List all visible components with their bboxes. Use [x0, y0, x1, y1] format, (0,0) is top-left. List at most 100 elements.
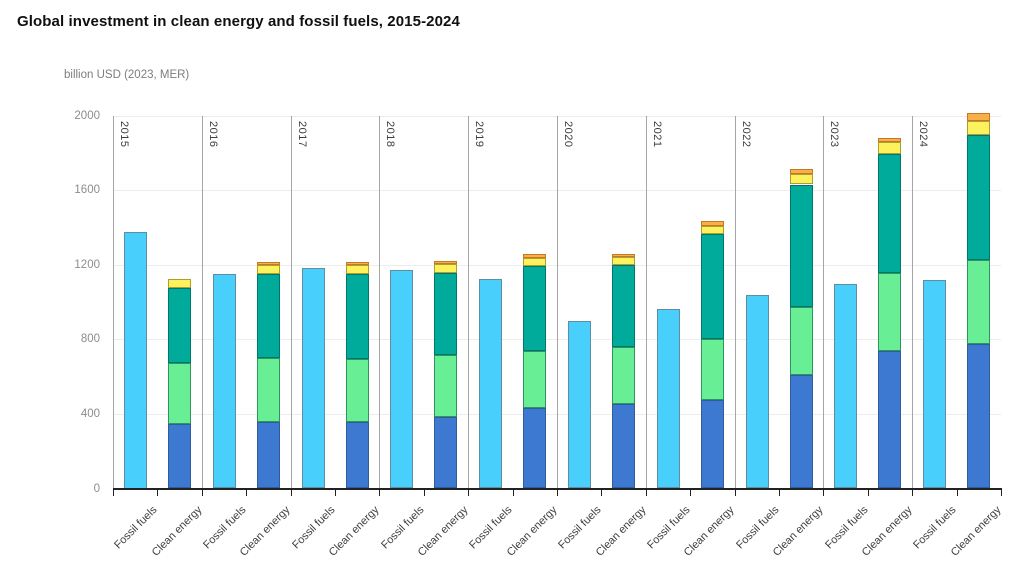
year-separator-2019 [468, 115, 470, 489]
bar-clean-energy-segment-green-2017[interactable] [345, 358, 369, 423]
bar-clean-energy-segment-blue-2024[interactable] [967, 344, 991, 489]
x-tick [157, 490, 159, 496]
bar-clean-energy-segment-orange-2018[interactable] [434, 260, 458, 265]
year-separator-2018 [379, 115, 381, 489]
x-tick [113, 490, 114, 496]
y-tick-label-0: 0 [93, 482, 100, 495]
bar-clean-energy-segment-orange-2017[interactable] [345, 261, 369, 265]
bar-fossil-fuels-2020[interactable] [568, 320, 591, 489]
bar-clean-energy-segment-teal-2019[interactable] [523, 265, 547, 351]
x-tick [779, 490, 780, 496]
x-tick [335, 490, 336, 496]
y-axis-unit-label: billion USD (2023, MER) [64, 69, 190, 81]
bar-fossil-fuels-2019[interactable] [479, 278, 503, 489]
year-separator-2020 [557, 115, 558, 489]
bar-clean-energy-segment-blue-2017[interactable] [345, 422, 369, 489]
bar-clean-energy-segment-blue-2019[interactable] [523, 408, 547, 489]
bar-clean-energy-segment-teal-2020[interactable] [612, 264, 635, 347]
bar-clean-energy-segment-orange-2021[interactable] [700, 221, 724, 227]
y-tick-label-1200: 1200 [74, 258, 100, 271]
bar-fossil-fuels-2018[interactable] [390, 270, 414, 489]
bar-clean-energy-segment-green-2020[interactable] [612, 346, 635, 405]
bar-clean-energy-segment-orange-2016[interactable] [256, 262, 280, 265]
x-tick [645, 490, 647, 496]
x-tick [557, 490, 558, 496]
bar-clean-energy-segment-blue-2015[interactable] [168, 424, 191, 489]
bar-clean-energy-segment-green-2019[interactable] [523, 350, 547, 409]
bar-clean-energy-segment-teal-2024[interactable] [967, 135, 991, 261]
bar-fossil-fuels-2023[interactable] [834, 283, 858, 489]
bar-clean-energy-segment-blue-2022[interactable] [789, 375, 813, 489]
year-label-2018: 2018 [384, 120, 397, 147]
bar-clean-energy-segment-orange-2023[interactable] [878, 137, 902, 143]
x-tick [734, 490, 736, 496]
year-label-2016: 2016 [206, 120, 219, 147]
bar-clean-energy-segment-yellow-2018[interactable] [434, 264, 458, 273]
bar-clean-energy-segment-green-2015[interactable] [168, 362, 191, 425]
bar-clean-energy-segment-teal-2023[interactable] [878, 153, 902, 273]
year-separator-2016 [201, 115, 203, 489]
bar-fossil-fuels-2015[interactable] [124, 232, 147, 489]
bar-clean-energy-segment-blue-2018[interactable] [434, 417, 458, 489]
bar-fossil-fuels-2024[interactable] [923, 280, 947, 489]
chart-title: Global investment in clean energy and fo… [17, 13, 460, 30]
y-tick-label-400: 400 [80, 407, 100, 420]
bar-clean-energy-segment-yellow-2023[interactable] [878, 142, 902, 154]
bar-clean-energy-segment-blue-2021[interactable] [700, 400, 724, 489]
bar-clean-energy-segment-green-2024[interactable] [967, 260, 991, 345]
bar-clean-energy-segment-green-2023[interactable] [878, 272, 902, 351]
bar-clean-energy-segment-blue-2016[interactable] [256, 422, 280, 489]
bar-clean-energy-segment-green-2018[interactable] [434, 355, 458, 418]
bar-clean-energy-segment-yellow-2017[interactable] [345, 264, 369, 275]
bar-fossil-fuels-2021[interactable] [656, 308, 680, 489]
bar-clean-energy-segment-yellow-2016[interactable] [256, 264, 280, 274]
bar-clean-energy-segment-green-2021[interactable] [700, 339, 724, 401]
year-separator-2024 [912, 115, 914, 489]
bar-clean-energy-segment-orange-2020[interactable] [612, 253, 635, 257]
year-separator-2022 [734, 115, 736, 489]
year-separator-2015 [113, 115, 114, 489]
bar-clean-energy-segment-orange-2024[interactable] [967, 113, 991, 121]
bar-clean-energy-segment-teal-2017[interactable] [345, 274, 369, 359]
y-tick-label-800: 800 [80, 333, 100, 346]
year-label-2024: 2024 [917, 120, 930, 147]
x-tick [512, 490, 514, 496]
x-tick [201, 490, 203, 496]
bar-clean-energy-segment-blue-2020[interactable] [612, 404, 635, 489]
bar-clean-energy-segment-teal-2015[interactable] [168, 288, 191, 363]
year-label-2022: 2022 [739, 120, 752, 147]
bar-clean-energy-segment-yellow-2024[interactable] [967, 120, 991, 136]
bar-clean-energy-segment-blue-2023[interactable] [878, 350, 902, 489]
bar-clean-energy-segment-yellow-2022[interactable] [789, 173, 813, 185]
year-label-2023: 2023 [828, 120, 841, 147]
y-tick-label-1600: 1600 [74, 184, 100, 197]
x-tick [690, 490, 692, 496]
bar-fossil-fuels-2022[interactable] [745, 295, 769, 489]
bar-clean-energy-segment-orange-2019[interactable] [523, 254, 547, 258]
bar-clean-energy-segment-orange-2022[interactable] [789, 169, 813, 174]
bar-fossil-fuels-2016[interactable] [212, 274, 236, 489]
bar-clean-energy-segment-yellow-2015[interactable] [168, 279, 191, 289]
bar-clean-energy-segment-teal-2018[interactable] [434, 272, 458, 356]
bar-clean-energy-segment-green-2022[interactable] [789, 306, 813, 376]
bar-clean-energy-segment-yellow-2020[interactable] [612, 256, 635, 265]
year-separator-2023 [823, 115, 825, 489]
x-tick [956, 490, 958, 496]
bar-clean-energy-segment-yellow-2021[interactable] [700, 226, 724, 234]
year-label-2017: 2017 [295, 120, 308, 147]
year-label-2020: 2020 [562, 120, 574, 147]
bar-clean-energy-segment-yellow-2019[interactable] [523, 257, 547, 266]
bar-clean-energy-segment-green-2016[interactable] [256, 357, 280, 423]
bar-clean-energy-segment-teal-2022[interactable] [789, 184, 813, 307]
x-tick [912, 490, 914, 496]
year-separator-2017 [290, 115, 292, 489]
bar-fossil-fuels-2017[interactable] [301, 268, 325, 489]
bar-clean-energy-segment-teal-2021[interactable] [700, 233, 724, 340]
year-label-2015: 2015 [118, 120, 130, 147]
x-tick [379, 490, 381, 496]
bar-clean-energy-segment-teal-2016[interactable] [256, 273, 280, 358]
year-label-2019: 2019 [473, 120, 486, 147]
x-tick [468, 490, 470, 496]
